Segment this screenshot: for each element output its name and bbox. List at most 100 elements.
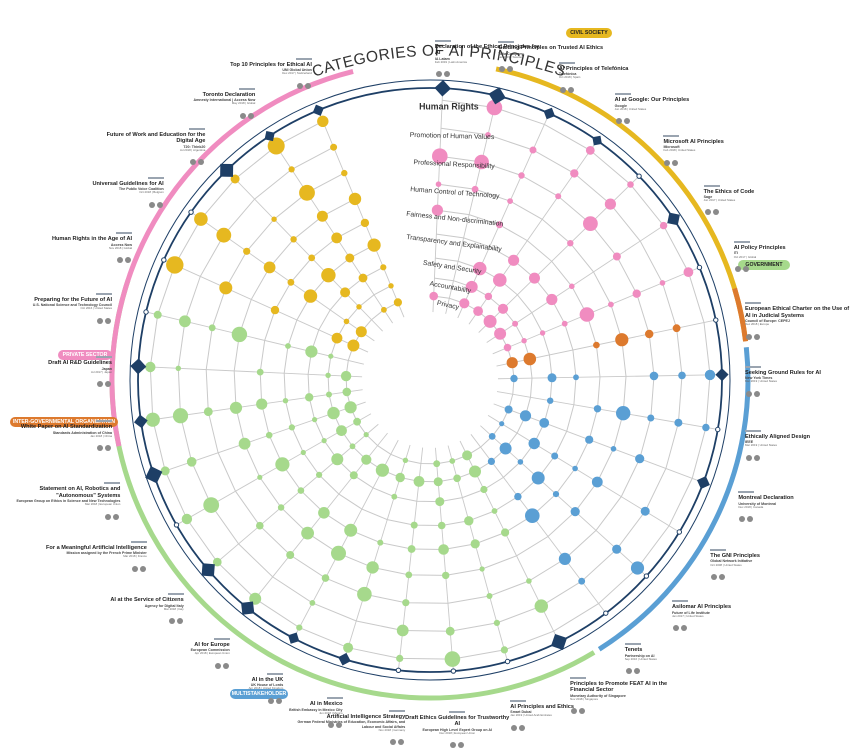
ring-marker <box>264 130 275 142</box>
document-type-icon <box>240 112 247 119</box>
document-divider <box>189 127 206 130</box>
document-divider <box>745 302 761 305</box>
document-type-icon <box>105 381 111 388</box>
private-sector-arc <box>109 68 354 447</box>
category-dot <box>367 238 381 252</box>
category-dot <box>296 624 303 631</box>
document-universal-guidelines-for-ai: Universal Guidelines for AI The Public Vo… <box>54 176 164 214</box>
grid-spoke <box>269 135 394 324</box>
document-type-icon <box>435 71 442 78</box>
document-type-icon <box>712 209 719 216</box>
document-preparing-for-the-future-of-ai: Preparing for the Future of AI U.S. Natio… <box>2 292 112 330</box>
document-type-icon <box>117 257 124 264</box>
document-meta: Apr 2018 | United Kingdom <box>248 686 284 691</box>
document-draft-ethics-guidelines-for-trustworthy-ai: Draft Ethics Guidelines for Trustworthy … <box>402 710 512 755</box>
document-divider <box>267 672 284 675</box>
document-type-icon <box>268 697 275 704</box>
document-name: Statement on AI, Robotics and "Autonomou… <box>39 486 121 499</box>
document-name: Artificial Intelligence Strategy <box>326 714 406 720</box>
document-divider <box>663 134 680 137</box>
category-dot <box>438 544 449 555</box>
category-dot <box>344 523 358 537</box>
document-type-icon <box>499 66 506 73</box>
document-microsoft-ai-principles: Microsoft AI Principles Microsoft Feb 2018… <box>663 134 773 172</box>
category-dot <box>512 320 519 327</box>
category-dot <box>464 516 474 526</box>
category-dot <box>449 458 456 464</box>
grid-ring <box>205 155 655 604</box>
category-dot <box>316 210 328 222</box>
category-dot <box>500 646 508 654</box>
category-dot <box>340 370 352 382</box>
document-type-icons <box>663 154 679 172</box>
document-divider <box>96 292 112 295</box>
category-dot <box>659 280 666 286</box>
category-dot <box>317 115 329 128</box>
document-divider <box>498 41 515 44</box>
category-dot <box>301 526 314 540</box>
document-tenets: Tenets Partnership on AI Sep 2016 | United… <box>624 643 735 681</box>
category-dot <box>437 521 446 530</box>
category-dot <box>349 471 358 480</box>
document-type-icon <box>742 265 749 272</box>
category-dot <box>270 305 280 315</box>
category-dot <box>355 326 367 338</box>
document-name: Universal Guidelines for AI <box>92 180 164 187</box>
document-type-icons <box>625 663 641 681</box>
category-dot <box>507 254 520 266</box>
document-european-ethical-charter-on-the-use-of-ai-in-judicial-systems: European Ethical Charter on the Use of A… <box>745 302 855 346</box>
document-type-icons <box>710 568 726 586</box>
ring-node <box>504 658 511 665</box>
ring-marker <box>220 163 234 177</box>
document-meta: Mar 2018 | European Union <box>84 502 121 507</box>
category-dot <box>493 273 507 287</box>
category-dot <box>539 418 550 428</box>
category-dot <box>321 574 330 582</box>
category-dot <box>388 283 394 289</box>
document-artificial-intelligence-strategy: Artificial Intelligence Strategy German F… <box>295 710 406 751</box>
category-dot <box>321 268 336 283</box>
category-dot <box>343 318 350 325</box>
document-type-icon <box>719 573 726 580</box>
ring-node <box>713 317 719 323</box>
category-dot <box>585 435 594 444</box>
document-type-icons <box>559 81 575 99</box>
document-divider <box>434 40 451 42</box>
category-dot <box>145 412 160 427</box>
document-meta: Jan 2018 | China <box>90 433 112 438</box>
ring-node <box>676 529 683 535</box>
category-dot <box>529 146 537 154</box>
document-org: Japan <box>101 366 112 371</box>
category-dot <box>547 397 554 404</box>
category-dot <box>285 343 291 349</box>
category-dot <box>591 476 603 488</box>
document-name: Preparing for the Future of AI <box>34 296 112 303</box>
document-ethically-aligned-design: Ethically Aligned Design IEEE Mar 2019 | U… <box>745 429 855 467</box>
document-divider <box>116 232 133 235</box>
document-statement-on-ai-robotics-and-autonomous-systems: Statement on AI, Robotics and "Autonomou… <box>10 482 121 526</box>
category-dot <box>462 450 473 461</box>
category-dot <box>615 333 629 347</box>
category-dot <box>473 306 483 316</box>
document-type-icon <box>327 722 334 729</box>
ring-marker <box>715 368 729 382</box>
document-ai-in-the-uk: AI in the UK UK House of Lords Apr 2018 | … <box>173 672 284 710</box>
category-dot <box>410 521 418 529</box>
document-type-icon <box>156 201 163 208</box>
category-dot <box>340 287 351 298</box>
category-label: Promotion of Human Values <box>410 132 495 141</box>
category-dot <box>632 289 641 298</box>
document-type-icon <box>97 381 103 388</box>
category-dot <box>194 212 208 226</box>
category-dot <box>485 132 491 138</box>
document-divider <box>671 600 688 603</box>
category-dot <box>635 454 645 464</box>
category-dot <box>499 442 512 455</box>
document-name: AI Policy Principles <box>733 245 786 251</box>
category-dot <box>375 463 389 477</box>
category-dot <box>166 256 184 274</box>
category-dot <box>327 406 340 420</box>
document-org: Standards Administration of China <box>52 430 112 435</box>
category-dot <box>474 154 489 170</box>
category-dot <box>608 301 614 308</box>
